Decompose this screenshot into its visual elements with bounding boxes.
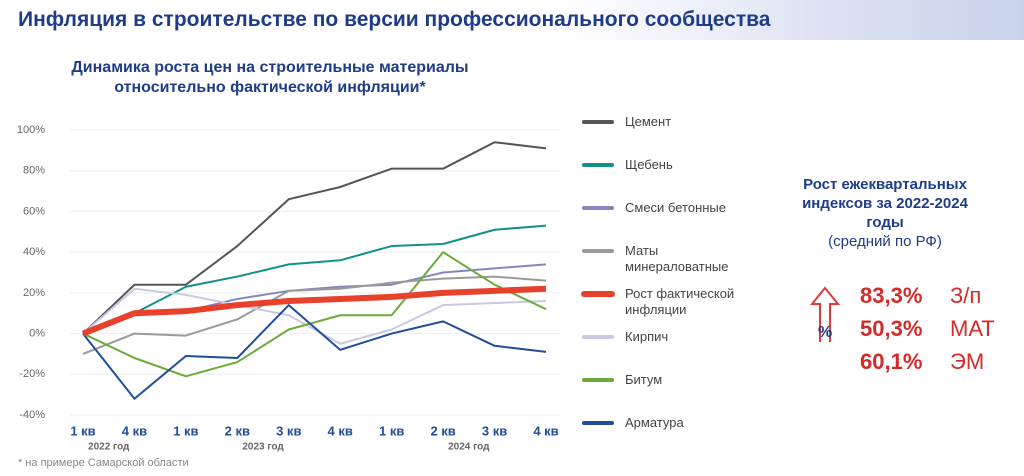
- series-line: [82, 287, 547, 345]
- legend-label: Цемент: [625, 114, 672, 129]
- x-tick-label: 2 кв: [430, 423, 455, 438]
- series-line: [82, 141, 547, 335]
- y-tick-label: -40%: [19, 409, 45, 421]
- year-label: 2023 год: [242, 442, 284, 453]
- legend-label: Арматура: [625, 415, 684, 430]
- x-tick-label: 3 кв: [276, 423, 301, 438]
- x-tick-label: 1 кв: [173, 423, 198, 438]
- legend-label: Смеси бетонные: [625, 200, 726, 215]
- stat-label: ЭМ: [950, 349, 985, 374]
- legend-label: Кирпич: [625, 329, 669, 344]
- x-tick-label: 4 кв: [328, 423, 353, 438]
- panel-title: Рост ежеквартальных индексов за 2022-202…: [802, 176, 968, 231]
- y-tick-label: -20%: [19, 368, 45, 380]
- legend-label: Битум: [625, 372, 663, 387]
- x-tick-label: 1 кв: [379, 423, 404, 438]
- x-tick-label: 1 кв: [70, 423, 95, 438]
- footnote: * на примере Самарской области: [18, 457, 189, 469]
- page-title: Инфляция в строительстве по версии профе…: [18, 8, 771, 31]
- stat-label: МАТ: [950, 316, 995, 341]
- y-tick-label: 100%: [17, 124, 45, 136]
- header-bar: [0, 0, 1024, 40]
- stat-value: 60,1%: [860, 349, 923, 374]
- year-label: 2024 год: [448, 442, 490, 453]
- stat-label: З/п: [950, 283, 982, 308]
- x-tick-label: 2 кв: [225, 423, 250, 438]
- series-line: [82, 275, 547, 355]
- chart-title: Динамика роста цен на строительные матер…: [71, 59, 469, 96]
- stat-value: 50,3%: [860, 316, 923, 341]
- panel-subtitle: (средний по РФ): [828, 233, 942, 250]
- year-label: 2022 год: [88, 442, 130, 453]
- series-line: [81, 285, 547, 337]
- y-tick-label: 60%: [23, 205, 45, 217]
- y-tick-label: 40%: [23, 246, 45, 258]
- growth-icon: %: [809, 286, 841, 342]
- y-tick-label: 0%: [29, 327, 45, 339]
- series-line: [82, 304, 547, 400]
- stat-value: 83,3%: [860, 283, 923, 308]
- series-line: [82, 224, 547, 335]
- x-tick-label: 4 кв: [122, 423, 147, 438]
- x-tick-label: 3 кв: [482, 423, 507, 438]
- legend-label: Щебень: [625, 157, 673, 172]
- svg-text:%: %: [818, 324, 832, 341]
- x-tick-label: 4 кв: [533, 423, 558, 438]
- legend-label: Рост фактической инфляции: [625, 286, 735, 317]
- y-tick-label: 20%: [23, 287, 45, 299]
- series-line: [82, 251, 547, 378]
- y-tick-label: 80%: [23, 165, 45, 177]
- legend-label: Маты минераловатные: [625, 243, 729, 274]
